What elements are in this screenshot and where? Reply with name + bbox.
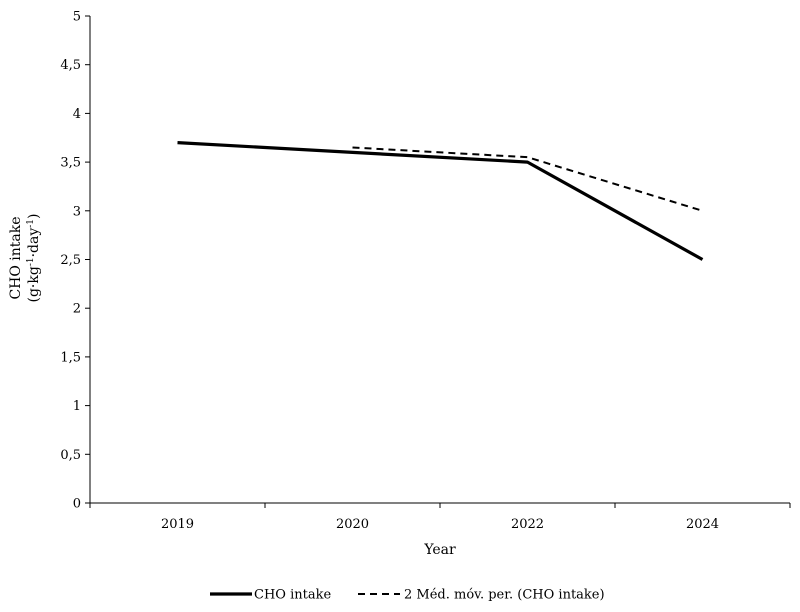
y-tick-label: 4 — [73, 107, 81, 122]
moving-average-line — [352, 146, 703, 212]
y-tick-label: 2 — [73, 302, 81, 317]
legend-label-cho-intake: CHO intake — [254, 588, 331, 603]
legend-label-moving-average: 2 Méd. móv. per. (CHO intake) — [404, 588, 605, 603]
y-axis-title-part: (g — [26, 288, 42, 302]
y-tick-label: 1,5 — [60, 350, 81, 365]
y-axis-title-part: -1 — [26, 257, 36, 266]
y-tick-label: 0 — [73, 497, 81, 512]
x-tick-label: 2024 — [686, 517, 719, 532]
y-tick-label: 5 — [73, 10, 81, 25]
y-tick-label: 1 — [73, 399, 81, 414]
y-axis: 0 0,5 1 1,5 2 2,5 3 3,5 4 4,5 5 — [60, 10, 91, 512]
x-tick-label: 2020 — [336, 517, 369, 532]
x-axis: 2019 2020 2022 2024 — [89, 502, 791, 532]
x-tick-label: 2022 — [511, 517, 544, 532]
cho-intake-line — [177, 141, 704, 261]
y-axis-title-part: · — [26, 253, 42, 257]
x-axis-title: Year — [423, 542, 456, 558]
y-axis-title-part: kg — [26, 266, 42, 283]
y-tick-label: 3 — [73, 204, 81, 219]
x-tick-label: 2019 — [161, 517, 194, 532]
legend: CHO intake 2 Méd. móv. per. (CHO intake) — [210, 588, 605, 603]
y-tick-label: 2,5 — [60, 253, 81, 268]
y-axis-title-line1: CHO intake — [8, 216, 24, 299]
y-tick-label: 3,5 — [60, 156, 81, 171]
y-axis-title-part: -1 — [26, 219, 36, 228]
y-tick-label: 0,5 — [60, 448, 81, 463]
y-axis-title-part: · — [26, 284, 42, 288]
y-axis-title-line2: (g·kg-1·day-1) — [26, 213, 42, 302]
y-tick-label: 4,5 — [60, 58, 81, 73]
y-axis-title-part: day — [26, 228, 42, 253]
series-layer — [177, 141, 704, 261]
y-axis-title-part: ) — [26, 213, 42, 218]
